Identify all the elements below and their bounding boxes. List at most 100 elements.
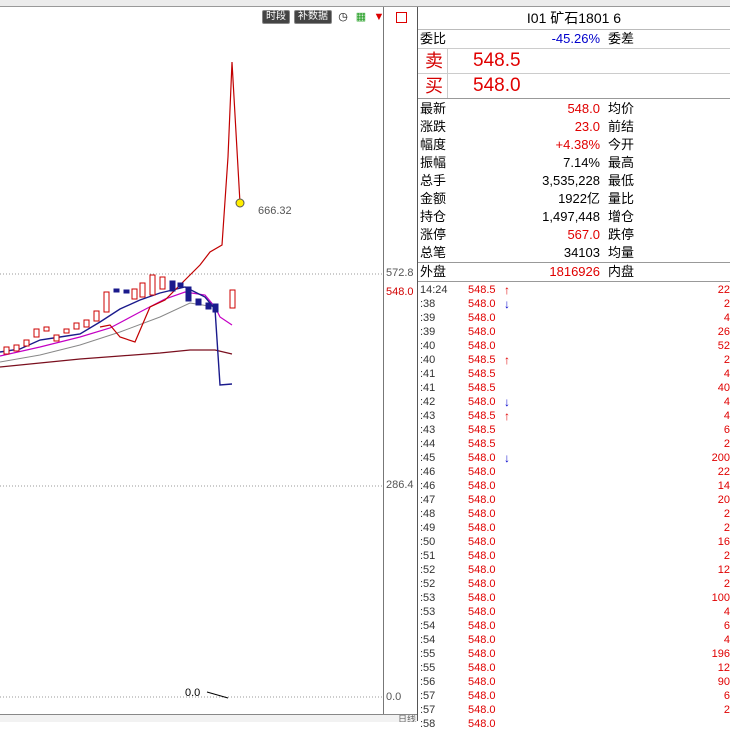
down-arrow-icon: ↓ xyxy=(504,451,510,465)
tick-time: :55 xyxy=(420,662,436,674)
stat-row: 总笔 34103 均量 xyxy=(418,244,730,262)
tick-row: :42 548.0 ↓ 4 xyxy=(418,395,730,409)
tick-time: :42 xyxy=(420,396,436,408)
tick-row: :53 548.0 4 xyxy=(418,605,730,619)
peak-marker xyxy=(235,198,245,208)
panel-icon[interactable] xyxy=(396,11,407,23)
waipan-row: 外盘 1816926 内盘 xyxy=(418,262,730,282)
tick-price: 548.0 xyxy=(468,634,496,646)
tick-list[interactable]: 14:24 548.5 ↑ 22:38 548.0 ↓ 2:39 548.0 4:39 548.0… xyxy=(418,283,730,731)
chart-toolbar: 时段 补数据 ◷ ▦ ▼ xyxy=(262,10,407,24)
tick-price: 548.0 xyxy=(468,676,496,688)
weicha-label: 委差 xyxy=(608,31,635,46)
tick-time: :52 xyxy=(420,578,436,590)
tick-row: :45 548.0 ↓ 200 xyxy=(418,451,730,465)
tick-time: :49 xyxy=(420,522,436,534)
tick-volume: 2 xyxy=(723,578,730,590)
tick-time: :41 xyxy=(420,368,436,380)
top-border xyxy=(0,0,730,7)
stat-label: 最新 xyxy=(420,101,447,116)
buy-row: 买 548.0 xyxy=(418,73,730,99)
tick-row: 14:24 548.5 ↑ 22 xyxy=(418,283,730,297)
tick-row: :41 548.5 4 xyxy=(418,367,730,381)
tick-price: 548.0 xyxy=(468,508,496,520)
stat-label-2: 最高 xyxy=(608,155,635,170)
tick-volume: 12 xyxy=(717,564,730,576)
tick-price: 548.0 xyxy=(468,690,496,702)
tick-row: :40 548.5 ↑ 2 xyxy=(418,353,730,367)
bottom-tabs[interactable]: 日线 xyxy=(0,714,417,722)
tick-price: 548.0 xyxy=(468,396,496,408)
axis-label-current: 548.0 xyxy=(386,286,414,298)
tick-row: :52 548.0 12 xyxy=(418,563,730,577)
tick-volume: 4 xyxy=(723,606,730,618)
tick-price: 548.5 xyxy=(468,354,496,366)
tick-volume: 12 xyxy=(717,662,730,674)
tick-row: :50 548.0 16 xyxy=(418,535,730,549)
tick-volume: 16 xyxy=(717,536,730,548)
tick-time: :44 xyxy=(420,438,436,450)
tick-row: :43 548.5 ↑ 4 xyxy=(418,409,730,423)
peak-value-label: 666.32 xyxy=(258,205,292,217)
stat-value: +4.38% xyxy=(555,137,600,152)
kline-chart[interactable]: 666.32 0.0 xyxy=(0,7,383,716)
money-icon[interactable]: ▦ xyxy=(355,11,367,23)
stat-label: 涨跌 xyxy=(420,119,447,134)
weibi-label: 委比 xyxy=(420,31,447,46)
tick-row: :51 548.0 2 xyxy=(418,549,730,563)
tick-price: 548.0 xyxy=(468,592,496,604)
stat-row: 金额 1922亿 量比 xyxy=(418,190,730,208)
tick-price: 548.0 xyxy=(468,564,496,576)
tick-volume: 2 xyxy=(723,704,730,716)
sell-row: 卖 548.5 xyxy=(418,48,730,73)
tick-volume: 2 xyxy=(723,438,730,450)
stat-value: 1,497,448 xyxy=(542,209,600,224)
clock-icon[interactable]: ◷ xyxy=(338,11,348,23)
tick-row: :46 548.0 14 xyxy=(418,479,730,493)
tick-time: :58 xyxy=(420,718,436,730)
daily-tab[interactable]: 日线 xyxy=(398,714,417,722)
tick-price: 548.0 xyxy=(468,452,496,464)
tick-row: :47 548.0 20 xyxy=(418,493,730,507)
tick-row: :48 548.0 2 xyxy=(418,507,730,521)
sell-price: 548.5 xyxy=(473,50,521,71)
tick-row: :54 548.0 4 xyxy=(418,633,730,647)
stat-label: 涨停 xyxy=(420,227,447,242)
stat-row: 总手 3,535,228 最低 xyxy=(418,172,730,190)
down-arrow-icon[interactable]: ▼ xyxy=(373,11,385,23)
stat-label: 振幅 xyxy=(420,155,447,170)
fill-data-button[interactable]: 补数据 xyxy=(294,10,332,24)
tick-price: 548.0 xyxy=(468,718,496,730)
stat-label-2: 均价 xyxy=(608,101,635,116)
candles xyxy=(3,274,236,355)
tick-price: 548.0 xyxy=(468,620,496,632)
tick-time: :47 xyxy=(420,494,436,506)
tick-row: :54 548.0 6 xyxy=(418,619,730,633)
time-range-button[interactable]: 时段 xyxy=(262,10,290,24)
tick-row: :44 548.5 2 xyxy=(418,437,730,451)
buy-price: 548.0 xyxy=(473,75,521,96)
peak-line xyxy=(99,61,241,343)
tick-volume: 196 xyxy=(711,648,730,660)
tick-price: 548.0 xyxy=(468,536,496,548)
buy-label: 买 xyxy=(421,74,448,98)
tick-volume: 2 xyxy=(723,550,730,562)
weibi-row: 委比 -45.26% 委差 xyxy=(418,30,730,48)
tick-row: :39 548.0 26 xyxy=(418,325,730,339)
up-arrow-icon: ↑ xyxy=(504,409,510,423)
tick-price: 548.5 xyxy=(468,284,496,296)
tick-volume: 22 xyxy=(717,466,730,478)
price-axis: 572.8 548.0 286.4 0.0 xyxy=(383,7,418,716)
tick-volume: 2 xyxy=(723,522,730,534)
tick-row: :38 548.0 ↓ 2 xyxy=(418,297,730,311)
tick-time: :46 xyxy=(420,480,436,492)
stat-rows: 最新 548.0 均价 涨跌 23.0 前结 幅度 +4.38% 今开 振幅 7.14% 最高 总手 3,… xyxy=(418,99,730,262)
axis-label-top: 572.8 xyxy=(386,267,414,279)
tick-price: 548.5 xyxy=(468,438,496,450)
axis-label-zero: 0.0 xyxy=(386,691,402,703)
tick-time: :38 xyxy=(420,298,436,310)
down-arrow-icon: ↓ xyxy=(504,395,510,409)
tick-price: 548.5 xyxy=(468,382,496,394)
stat-label-2: 前结 xyxy=(608,119,635,134)
sell-label: 卖 xyxy=(421,49,448,73)
